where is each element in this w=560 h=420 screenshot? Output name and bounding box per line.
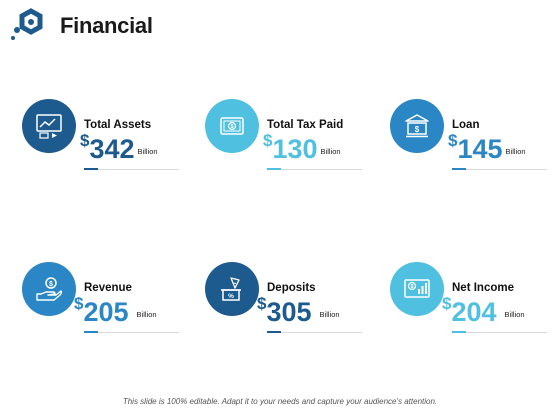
- card-amount: $145 Billion: [448, 132, 526, 168]
- card-net-income: $ Net Income $204 Billion: [390, 262, 555, 352]
- circle-net-income: $: [390, 262, 444, 316]
- card-value: 342: [89, 134, 135, 164]
- deposit-icon: %: [221, 277, 241, 301]
- card-total-tax-paid: $ Total Tax Paid $130 Billion: [205, 99, 370, 189]
- svg-text:$: $: [415, 125, 420, 134]
- card-label: Deposits: [267, 282, 316, 294]
- card-amount: $342 Billion: [80, 132, 158, 168]
- divider-accent: [452, 331, 466, 333]
- divider-accent: [267, 168, 281, 170]
- footer-note: This slide is 100% editable. Adapt it to…: [122, 397, 438, 406]
- divider-line: [267, 332, 362, 333]
- card-unit: Billion: [319, 310, 340, 319]
- divider-line: [84, 169, 179, 170]
- card-label: Revenue: [84, 282, 132, 294]
- currency-symbol: $: [80, 131, 90, 150]
- card-total-assets: Total Assets $342 Billion: [22, 99, 187, 189]
- card-value: 205: [83, 297, 129, 327]
- card-revenue: $ Revenue $205 Billion: [22, 262, 187, 352]
- card-unit: Billion: [504, 310, 525, 319]
- card-loan: $ Loan $145 Billion: [390, 99, 555, 189]
- card-amount: $130 Billion: [263, 132, 341, 168]
- card-amount: $204 Billion: [442, 295, 525, 331]
- card-value: 305: [266, 297, 312, 327]
- card-label: Net Income: [452, 282, 514, 294]
- presentation-chart-icon: [36, 114, 62, 139]
- circle-total-tax-paid: $: [205, 99, 259, 153]
- divider-line: [84, 332, 179, 333]
- page-title: Financial: [60, 13, 153, 38]
- card-value: 145: [457, 134, 503, 164]
- currency-symbol: $: [74, 294, 84, 313]
- money-chart-icon: $: [404, 279, 430, 298]
- hand-coin-icon: $: [36, 277, 63, 301]
- card-unit: Billion: [136, 310, 157, 319]
- currency-symbol: $: [257, 294, 267, 313]
- circle-revenue: $: [22, 262, 76, 316]
- currency-symbol: $: [448, 131, 458, 150]
- divider-accent: [84, 168, 98, 170]
- divider-accent: [84, 331, 98, 333]
- logo-icon: [8, 8, 50, 46]
- divider-line: [452, 332, 547, 333]
- circle-total-assets: [22, 99, 76, 153]
- svg-text:$: $: [230, 124, 233, 130]
- card-label: Total Assets: [84, 119, 152, 131]
- banknote-icon: $: [220, 117, 244, 135]
- divider-accent: [267, 331, 281, 333]
- card-amount: $205 Billion: [74, 295, 157, 331]
- svg-text:$: $: [49, 281, 53, 288]
- card-value: 204: [451, 297, 497, 327]
- card-label: Loan: [452, 119, 480, 131]
- currency-symbol: $: [442, 294, 452, 313]
- svg-text:$: $: [410, 284, 413, 290]
- divider-accent: [452, 168, 466, 170]
- card-label: Total Tax Paid: [267, 119, 344, 131]
- card-amount: $305 Billion: [257, 295, 340, 331]
- bank-icon: $: [405, 114, 429, 138]
- divider-line: [267, 169, 362, 170]
- card-deposits: % Deposits $305 Billion: [205, 262, 370, 352]
- currency-symbol: $: [263, 131, 273, 150]
- circle-deposits: %: [205, 262, 259, 316]
- divider-line: [452, 169, 547, 170]
- svg-text:%: %: [228, 293, 234, 300]
- circle-loan: $: [390, 99, 444, 153]
- card-unit: Billion: [320, 147, 341, 156]
- card-unit: Billion: [505, 147, 526, 156]
- card-unit: Billion: [137, 147, 158, 156]
- card-value: 130: [272, 134, 318, 164]
